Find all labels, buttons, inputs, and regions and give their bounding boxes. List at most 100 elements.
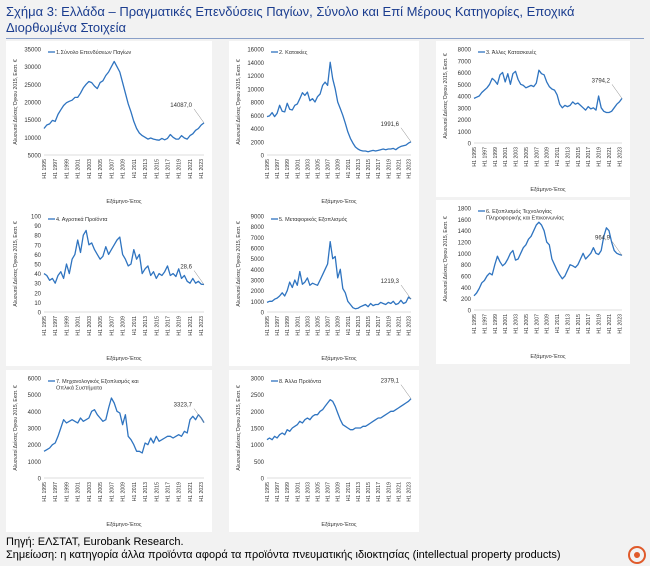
x-tick-label: H1 1995 (42, 316, 48, 336)
chart-panel-agricultural: 0 10 20 30 40 50 60 70 80 90 100 Αλυσωτοί Δείκτες Ό… (6, 208, 212, 366)
y-tick-label: 2000 (251, 410, 265, 416)
chart-panel-other-products: 0 500 1000 1500 2000 2500 3000 Αλυσωτοί Δείκτες… (229, 370, 419, 532)
y-tick-label: 0 (38, 311, 42, 317)
y-tick-label: 30000 (24, 65, 41, 71)
x-tick-label: H1 2023 (406, 159, 412, 179)
y-tick-label: 15000 (24, 118, 41, 124)
y-tick-label: 8000 (458, 48, 472, 54)
y-tick-label: 8000 (251, 225, 265, 231)
series-line (43, 229, 205, 286)
x-tick-label: H1 1995 (265, 159, 271, 179)
x-tick-label: H1 2003 (87, 159, 93, 179)
x-tick-label: H1 2001 (295, 316, 301, 336)
x-tick-label: H1 2015 (576, 147, 582, 167)
chart-svg: 0 2000 4000 6000 8000 10000 12000 14000 16000 Αλυ… (236, 48, 412, 206)
x-tick-label: H1 1995 (42, 159, 48, 179)
y-tick-label: 1600 (458, 218, 472, 224)
y-axis-label: Αλυσωτοί Δείκτες Όγκου 2015, Εκατ. € (443, 53, 449, 138)
annotation-label: 1991,6 (381, 122, 400, 128)
x-tick-label: H1 2009 (545, 314, 551, 334)
footnote: Σημείωση: η κατηγορία άλλα προϊόντα αφορ… (6, 549, 561, 561)
x-axis-label: Εξάμηνο-Έτος (530, 353, 565, 360)
y-tick-label: 5000 (251, 257, 265, 263)
x-tick-label: H1 2007 (534, 147, 540, 167)
x-tick-label: H1 2009 (336, 482, 342, 502)
x-tick-label: H1 2007 (109, 482, 115, 502)
x-tick-label: H1 2007 (326, 316, 332, 336)
y-tick-label: 10000 (24, 136, 41, 142)
series-line (43, 397, 205, 454)
x-tick-label: H1 2015 (576, 314, 582, 334)
y-tick-label: 7000 (458, 59, 472, 65)
title-rule (6, 38, 644, 39)
y-tick-label: 0 (261, 311, 265, 317)
x-tick-label: H1 1999 (285, 316, 291, 336)
x-tick-label: H1 2003 (305, 159, 311, 179)
y-tick-label: 6000 (251, 247, 265, 253)
x-tick-label: H1 2013 (356, 482, 362, 502)
x-tick-label: H1 2011 (346, 482, 352, 501)
x-tick-label: H1 2019 (386, 316, 392, 336)
y-tick-label: 70 (34, 243, 41, 249)
x-tick-label: H1 1997 (53, 482, 59, 502)
x-tick-label: H1 2007 (326, 482, 332, 502)
x-tick-label: H1 1999 (493, 314, 499, 334)
annotation-leader (400, 127, 412, 142)
x-axis-label: Εξάμηνο-Έτος (321, 355, 356, 362)
y-tick-label: 1500 (251, 427, 265, 433)
chart-panel-housing: 0 2000 4000 6000 8000 10000 12000 14000 16000 Αλυ… (229, 41, 419, 209)
chart-svg: 0 200 400 600 800 1000 1200 1400 1600 1800 Αλυσωτο… (443, 207, 623, 361)
y-tick-label: 1000 (458, 130, 472, 136)
y-tick-label: 5000 (28, 393, 42, 399)
annotation-leader (611, 241, 623, 256)
x-tick-label: H1 2015 (154, 316, 160, 336)
legend-label: 8. Άλλα Προϊόντα (279, 378, 322, 385)
series-line (43, 60, 205, 141)
y-axis-label: Αλυσωτοί Δείκτες Όγκου 2015, Εκατ. € (13, 385, 19, 470)
x-tick-label: H1 2001 (76, 316, 82, 336)
x-axis-label: Εξάμηνο-Έτος (106, 198, 141, 205)
y-tick-label: 60 (34, 253, 41, 259)
legend-label: 7. Μηχανολογικός Εξοπλισμός και (56, 378, 139, 385)
x-tick-label: H1 2001 (76, 159, 82, 179)
y-tick-label: 25000 (24, 83, 41, 89)
chart-svg: 0 1000 2000 3000 4000 5000 6000 Αλυσωτοί Δείκτε… (13, 377, 205, 529)
chart-panel-transport: 0 1000 2000 3000 4000 5000 6000 7000 8000 9000 Αλυ… (229, 208, 419, 366)
y-tick-label: 1800 (458, 207, 472, 213)
series-line (473, 221, 623, 297)
y-tick-label: 6000 (28, 377, 42, 383)
x-tick-label: H1 2017 (586, 314, 592, 334)
x-tick-label: H1 2023 (406, 482, 412, 502)
y-tick-label: 30 (34, 282, 41, 288)
x-tick-label: H1 2021 (396, 159, 402, 179)
y-tick-label: 1000 (458, 252, 472, 258)
legend-label: Πληροφορικής και Επικοινωνίας (486, 215, 564, 222)
annotation-label: 964,9 (595, 235, 611, 241)
legend-label: 3. Άλλες Κατασκευές (486, 49, 537, 56)
x-tick-label: H1 2005 (316, 316, 322, 336)
y-tick-label: 4000 (251, 127, 265, 133)
x-tick-label: H1 1995 (472, 147, 478, 167)
y-axis-label: Αλυσωτοί Δείκτες Όγκου 2015, Εκατ. € (13, 221, 19, 306)
x-tick-label: H1 2001 (295, 159, 301, 179)
x-tick-label: H1 1995 (265, 316, 271, 336)
chart-panel-total: 5000 10000 15000 20000 25000 30000 35000 Αλυσωτ… (6, 41, 212, 209)
x-tick-label: H1 2021 (607, 147, 613, 167)
x-tick-label: H1 1995 (265, 482, 271, 502)
x-tick-label: H1 2003 (514, 147, 520, 167)
x-tick-label: H1 2017 (376, 316, 382, 336)
x-tick-label: H1 2007 (109, 316, 115, 336)
legend-label: Οπλικά Συστήματα (56, 385, 103, 392)
x-tick-label: H1 1997 (482, 314, 488, 334)
x-tick-label: H1 2017 (376, 482, 382, 502)
x-tick-label: H1 2019 (597, 314, 603, 334)
x-tick-label: H1 2011 (555, 314, 561, 333)
x-tick-label: H1 2001 (503, 314, 509, 334)
x-tick-label: H1 1999 (285, 159, 291, 179)
x-tick-label: H1 2017 (166, 316, 172, 336)
x-tick-label: H1 2017 (166, 482, 172, 502)
x-tick-label: H1 2021 (188, 316, 194, 336)
y-tick-label: 20000 (24, 101, 41, 107)
x-tick-label: H1 1995 (472, 314, 478, 334)
annotation-label: 28,6 (180, 265, 192, 271)
